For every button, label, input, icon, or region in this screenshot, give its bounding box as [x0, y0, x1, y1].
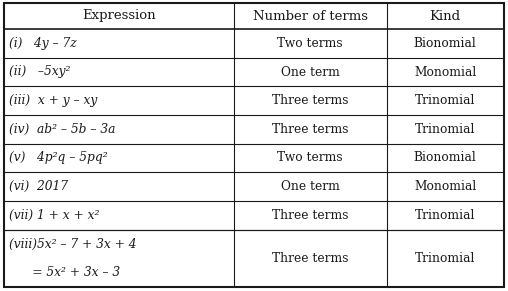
Text: (i)   4y – 7z: (i) 4y – 7z	[9, 37, 77, 50]
Text: Three terms: Three terms	[272, 209, 348, 222]
Text: (viii)5x² – 7 + 3x + 4: (viii)5x² – 7 + 3x + 4	[9, 237, 137, 251]
Text: (iii)  x + y – xy: (iii) x + y – xy	[9, 94, 97, 107]
Text: = 5x² + 3x – 3: = 5x² + 3x – 3	[9, 266, 120, 279]
Text: Three terms: Three terms	[272, 252, 348, 265]
Text: Two terms: Two terms	[277, 152, 343, 164]
Text: Monomial: Monomial	[414, 65, 477, 79]
Text: Kind: Kind	[430, 10, 461, 22]
Text: (v)   4p²q – 5pq²: (v) 4p²q – 5pq²	[9, 152, 108, 164]
Text: (ii)   –5xy²: (ii) –5xy²	[9, 65, 71, 79]
Text: Two terms: Two terms	[277, 37, 343, 50]
Text: Trinomial: Trinomial	[415, 94, 475, 107]
Text: Trinomial: Trinomial	[415, 123, 475, 136]
Text: Three terms: Three terms	[272, 123, 348, 136]
Text: Trinomial: Trinomial	[415, 209, 475, 222]
Text: One term: One term	[281, 180, 340, 193]
Text: Bionomial: Bionomial	[414, 152, 477, 164]
Text: Number of terms: Number of terms	[253, 10, 368, 22]
Text: One term: One term	[281, 65, 340, 79]
Text: (iv)  ab² – 5b – 3a: (iv) ab² – 5b – 3a	[9, 123, 115, 136]
Text: Bionomial: Bionomial	[414, 37, 477, 50]
Text: Trinomial: Trinomial	[415, 252, 475, 265]
Text: Three terms: Three terms	[272, 94, 348, 107]
Text: Monomial: Monomial	[414, 180, 477, 193]
Text: (vii) 1 + x + x²: (vii) 1 + x + x²	[9, 209, 100, 222]
Text: (vi)  2017: (vi) 2017	[9, 180, 68, 193]
Text: Expression: Expression	[82, 10, 156, 22]
